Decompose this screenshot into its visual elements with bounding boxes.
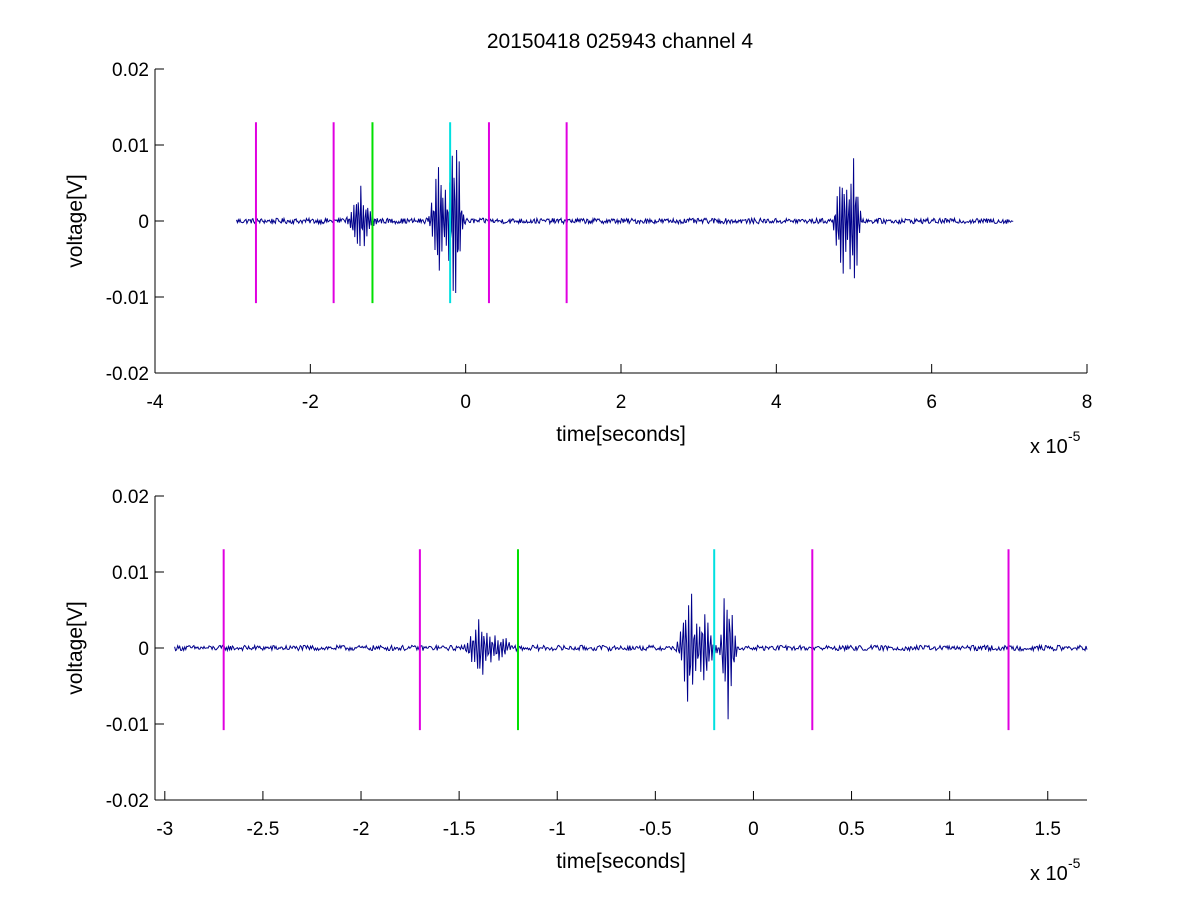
y-tick-label: -0.01 [106,715,149,736]
x-multiplier-exponent: -5 [1068,428,1081,444]
x-axis-label: time[seconds] [556,850,686,873]
x-tick-label: 4 [771,392,782,413]
x-tick-label: -1.5 [443,819,476,840]
plot-top: -4 -2 0 2 4 6 8 0.02 0.01 0 -0.01 -0.02 time[seconds… [64,60,1092,458]
x-tick-label: 2 [616,392,627,413]
x-tick-label: 1 [944,819,955,840]
x-tick-label: -2 [302,392,319,413]
x-tick-label: -4 [147,392,164,413]
x-multiplier-label: x 10 [1030,436,1068,458]
x-tick-label: -2.5 [247,819,280,840]
signal-series-line [174,593,1088,720]
x-multiplier-label: x 10 [1030,863,1068,885]
x-tick-label: 0.5 [838,819,864,840]
x-axis-label: time[seconds] [556,423,686,446]
y-tick-label: 0.02 [112,60,149,81]
x-tick-label: -1 [549,819,566,840]
y-tick-label: 0 [138,639,149,660]
figure-title: 20150418 025943 channel 4 [487,30,754,53]
x-tick-label: 8 [1082,392,1093,413]
x-multiplier-exponent: -5 [1068,855,1081,871]
x-tick-label: 1.5 [1035,819,1061,840]
y-tick-label: 0 [138,212,149,233]
x-tick-label: 0 [460,392,471,413]
y-axis-label: voltage[V] [64,601,87,694]
x-tick-label: 6 [926,392,937,413]
x-tick-label: 0 [748,819,759,840]
x-tick-label: -3 [156,819,173,840]
y-tick-label: -0.02 [106,364,149,385]
y-tick-label: -0.02 [106,791,149,812]
plot-bottom: -3 -2.5 -2 -1.5 -1 -0.5 0 0.5 1 1.5 0.02 0.01 0 -0.01… [64,487,1088,885]
y-tick-label: 0.02 [112,487,149,508]
y-tick-label: 0.01 [112,136,149,157]
x-tick-label: -2 [353,819,370,840]
y-tick-label: 0.01 [112,563,149,584]
signal-series-line [236,149,1014,294]
y-tick-label: -0.01 [106,288,149,309]
y-axis-label: voltage[V] [64,174,87,267]
x-tick-label: -0.5 [639,819,672,840]
